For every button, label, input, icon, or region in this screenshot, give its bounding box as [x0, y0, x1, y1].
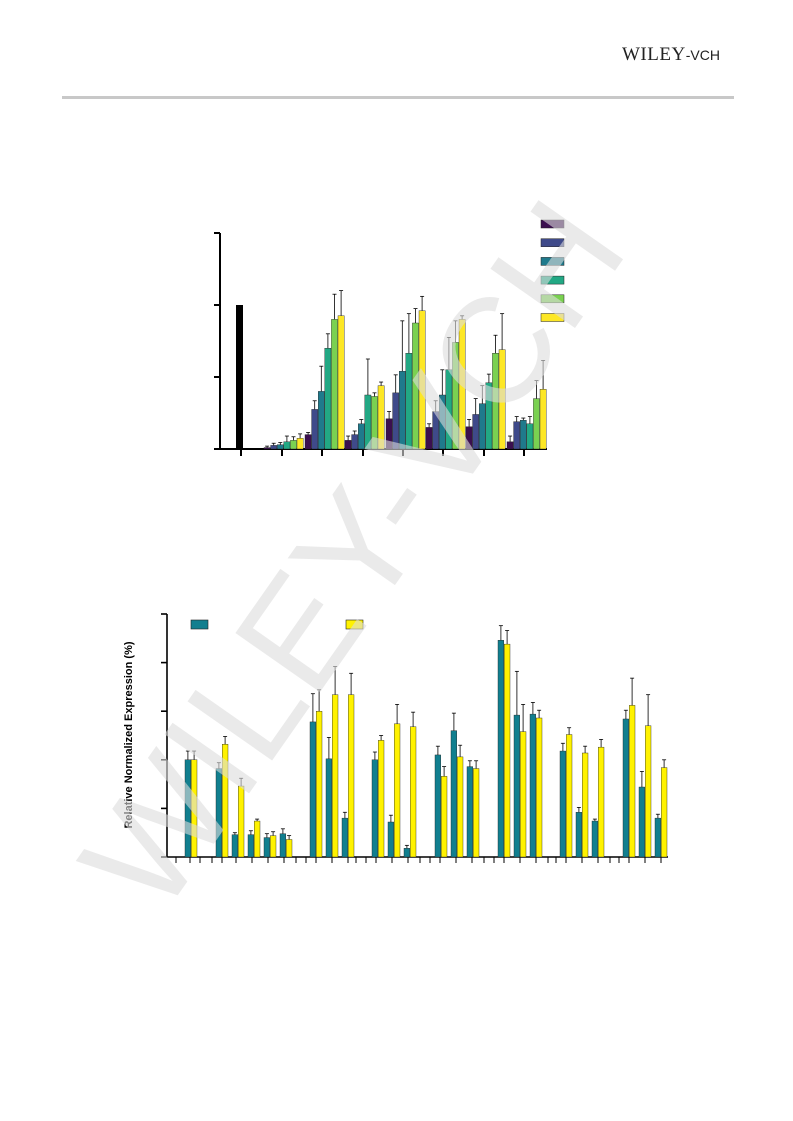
chart2-bar	[190, 759, 198, 858]
chart2-bar	[645, 725, 652, 858]
chart2-bar	[378, 740, 385, 858]
chart2-bar	[622, 718, 630, 858]
chart2-bar	[316, 711, 323, 858]
chart2-bar	[466, 766, 474, 858]
chart2-bar	[529, 713, 537, 858]
chart2-bar	[348, 694, 355, 858]
chart2-bar	[237, 785, 245, 858]
chart2-bar	[387, 821, 395, 858]
header-rule	[62, 96, 734, 99]
chart1-legend-swatch	[540, 257, 565, 266]
chart2-bar	[638, 786, 646, 858]
chart2-bar	[654, 817, 662, 858]
chart2-bar	[536, 717, 543, 858]
chart2-bar	[661, 767, 668, 858]
chart1-legend-swatch	[540, 238, 565, 247]
chart1-legend-swatch	[540, 219, 565, 229]
chart2-bar	[215, 768, 223, 858]
chart2-bar	[263, 837, 271, 858]
chart2-bar	[279, 833, 287, 858]
chart2-bar	[247, 834, 255, 858]
chart2-bar	[309, 721, 317, 858]
chart2-bar	[341, 817, 349, 858]
chart2-bar	[394, 723, 401, 858]
chart2-bar	[575, 812, 583, 858]
chart2-bar	[410, 726, 417, 858]
chart1-bar-control	[236, 305, 243, 449]
chart2-bar	[270, 835, 277, 858]
chart2-legend-swatch-yellow	[345, 619, 364, 630]
chart2-legend-swatch-teal	[190, 619, 209, 630]
chart2-bar	[184, 759, 192, 858]
chart2-bar	[513, 714, 521, 858]
chart2-bar	[473, 768, 480, 858]
chart2-bar	[403, 848, 411, 858]
chart2-bar	[591, 820, 599, 858]
chart1-legend-swatch	[540, 313, 565, 322]
chart2-bar	[450, 730, 458, 858]
chart2-bar	[231, 834, 239, 858]
chart2-bar	[629, 705, 636, 858]
chart2-bar	[559, 750, 567, 858]
chart2-bar	[520, 731, 527, 858]
chart1-legend-swatch	[540, 275, 565, 285]
chart2-bar	[566, 734, 573, 858]
chart2-bar	[221, 744, 229, 858]
chart2-bar	[441, 776, 448, 858]
chart2-bar	[286, 839, 293, 858]
publisher-name: WILEY	[622, 44, 686, 65]
chart2-bar	[457, 756, 464, 858]
publisher-suffix: -VCH	[685, 47, 720, 63]
chart1-legend-swatch	[540, 294, 565, 304]
chart2-bar	[253, 820, 261, 858]
chart2-bar	[504, 643, 511, 858]
chart2-bar	[598, 746, 605, 858]
chart2-bar	[434, 754, 442, 858]
chart2-bar	[497, 640, 505, 858]
publisher-logo: WILEY-VCH	[622, 44, 720, 66]
chart2-bar	[325, 758, 333, 858]
chart2-y-label: Relative Normalized Expression (%)	[123, 641, 135, 828]
chart2-bar	[582, 752, 589, 858]
chart2-bar	[371, 759, 379, 858]
chart2-bar	[332, 694, 339, 858]
